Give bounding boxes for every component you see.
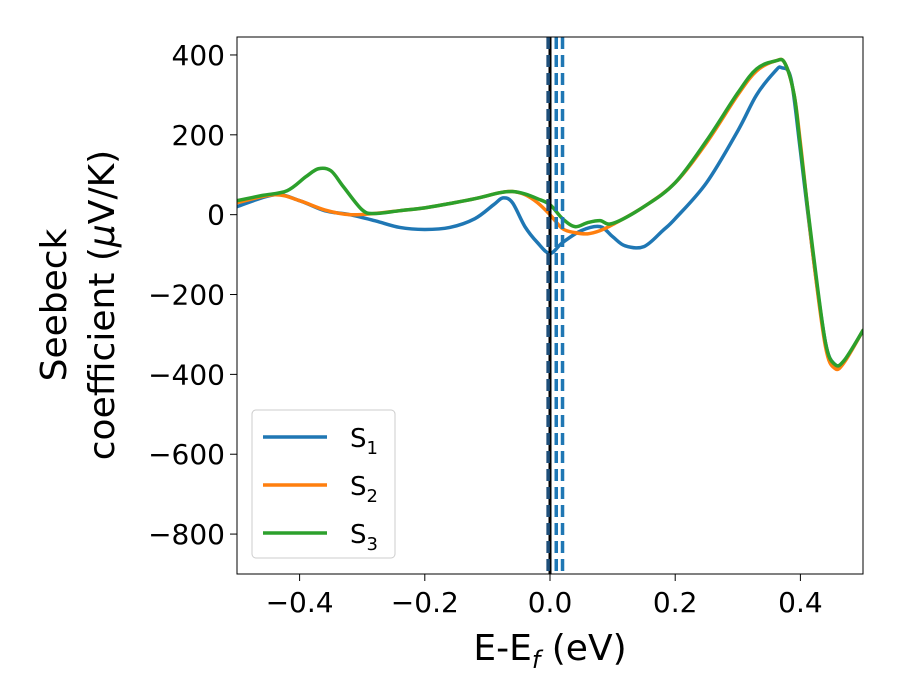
x-tick-label: 0.0: [528, 586, 573, 619]
y-tick-label: 200: [172, 119, 225, 152]
y-axis-label-line1: Seebeck: [34, 228, 75, 381]
x-tick-label: −0.4: [266, 586, 334, 619]
y-tick-label: −600: [148, 438, 225, 471]
x-axis-label-unit: (eV): [540, 628, 626, 669]
y-axis-label-unit: V/K): [82, 150, 123, 224]
y-tick-label: 0: [207, 199, 225, 232]
legend: S1 S2 S3: [251, 409, 396, 559]
y-axis-label-line2: coefficient (: [82, 247, 123, 460]
y-axis-label-mu: μ: [82, 224, 123, 248]
y-tick-label: −200: [148, 279, 225, 312]
x-axis-label-main: E-E: [473, 628, 531, 669]
legend-label-s3: S3: [350, 520, 378, 555]
x-tick-label: 0.4: [778, 586, 823, 619]
svg-text:coefficient (μV/K): coefficient (μV/K): [82, 150, 123, 460]
legend-label-s2: S2: [350, 472, 378, 507]
series-line-s3: [237, 57, 863, 368]
y-tick-label: −800: [148, 518, 225, 551]
legend-label-s1: S1: [350, 424, 378, 459]
y-axis-label: Seebeck coefficient (μV/K): [34, 150, 123, 460]
x-tick-label: 0.2: [653, 586, 698, 619]
x-tick-label: −0.2: [391, 586, 459, 619]
x-axis-label: E-Ef (eV): [473, 628, 626, 674]
y-tick-label: 400: [172, 39, 225, 72]
y-tick-label: −400: [148, 358, 225, 391]
svg-text:Seebeck: Seebeck: [34, 228, 75, 381]
